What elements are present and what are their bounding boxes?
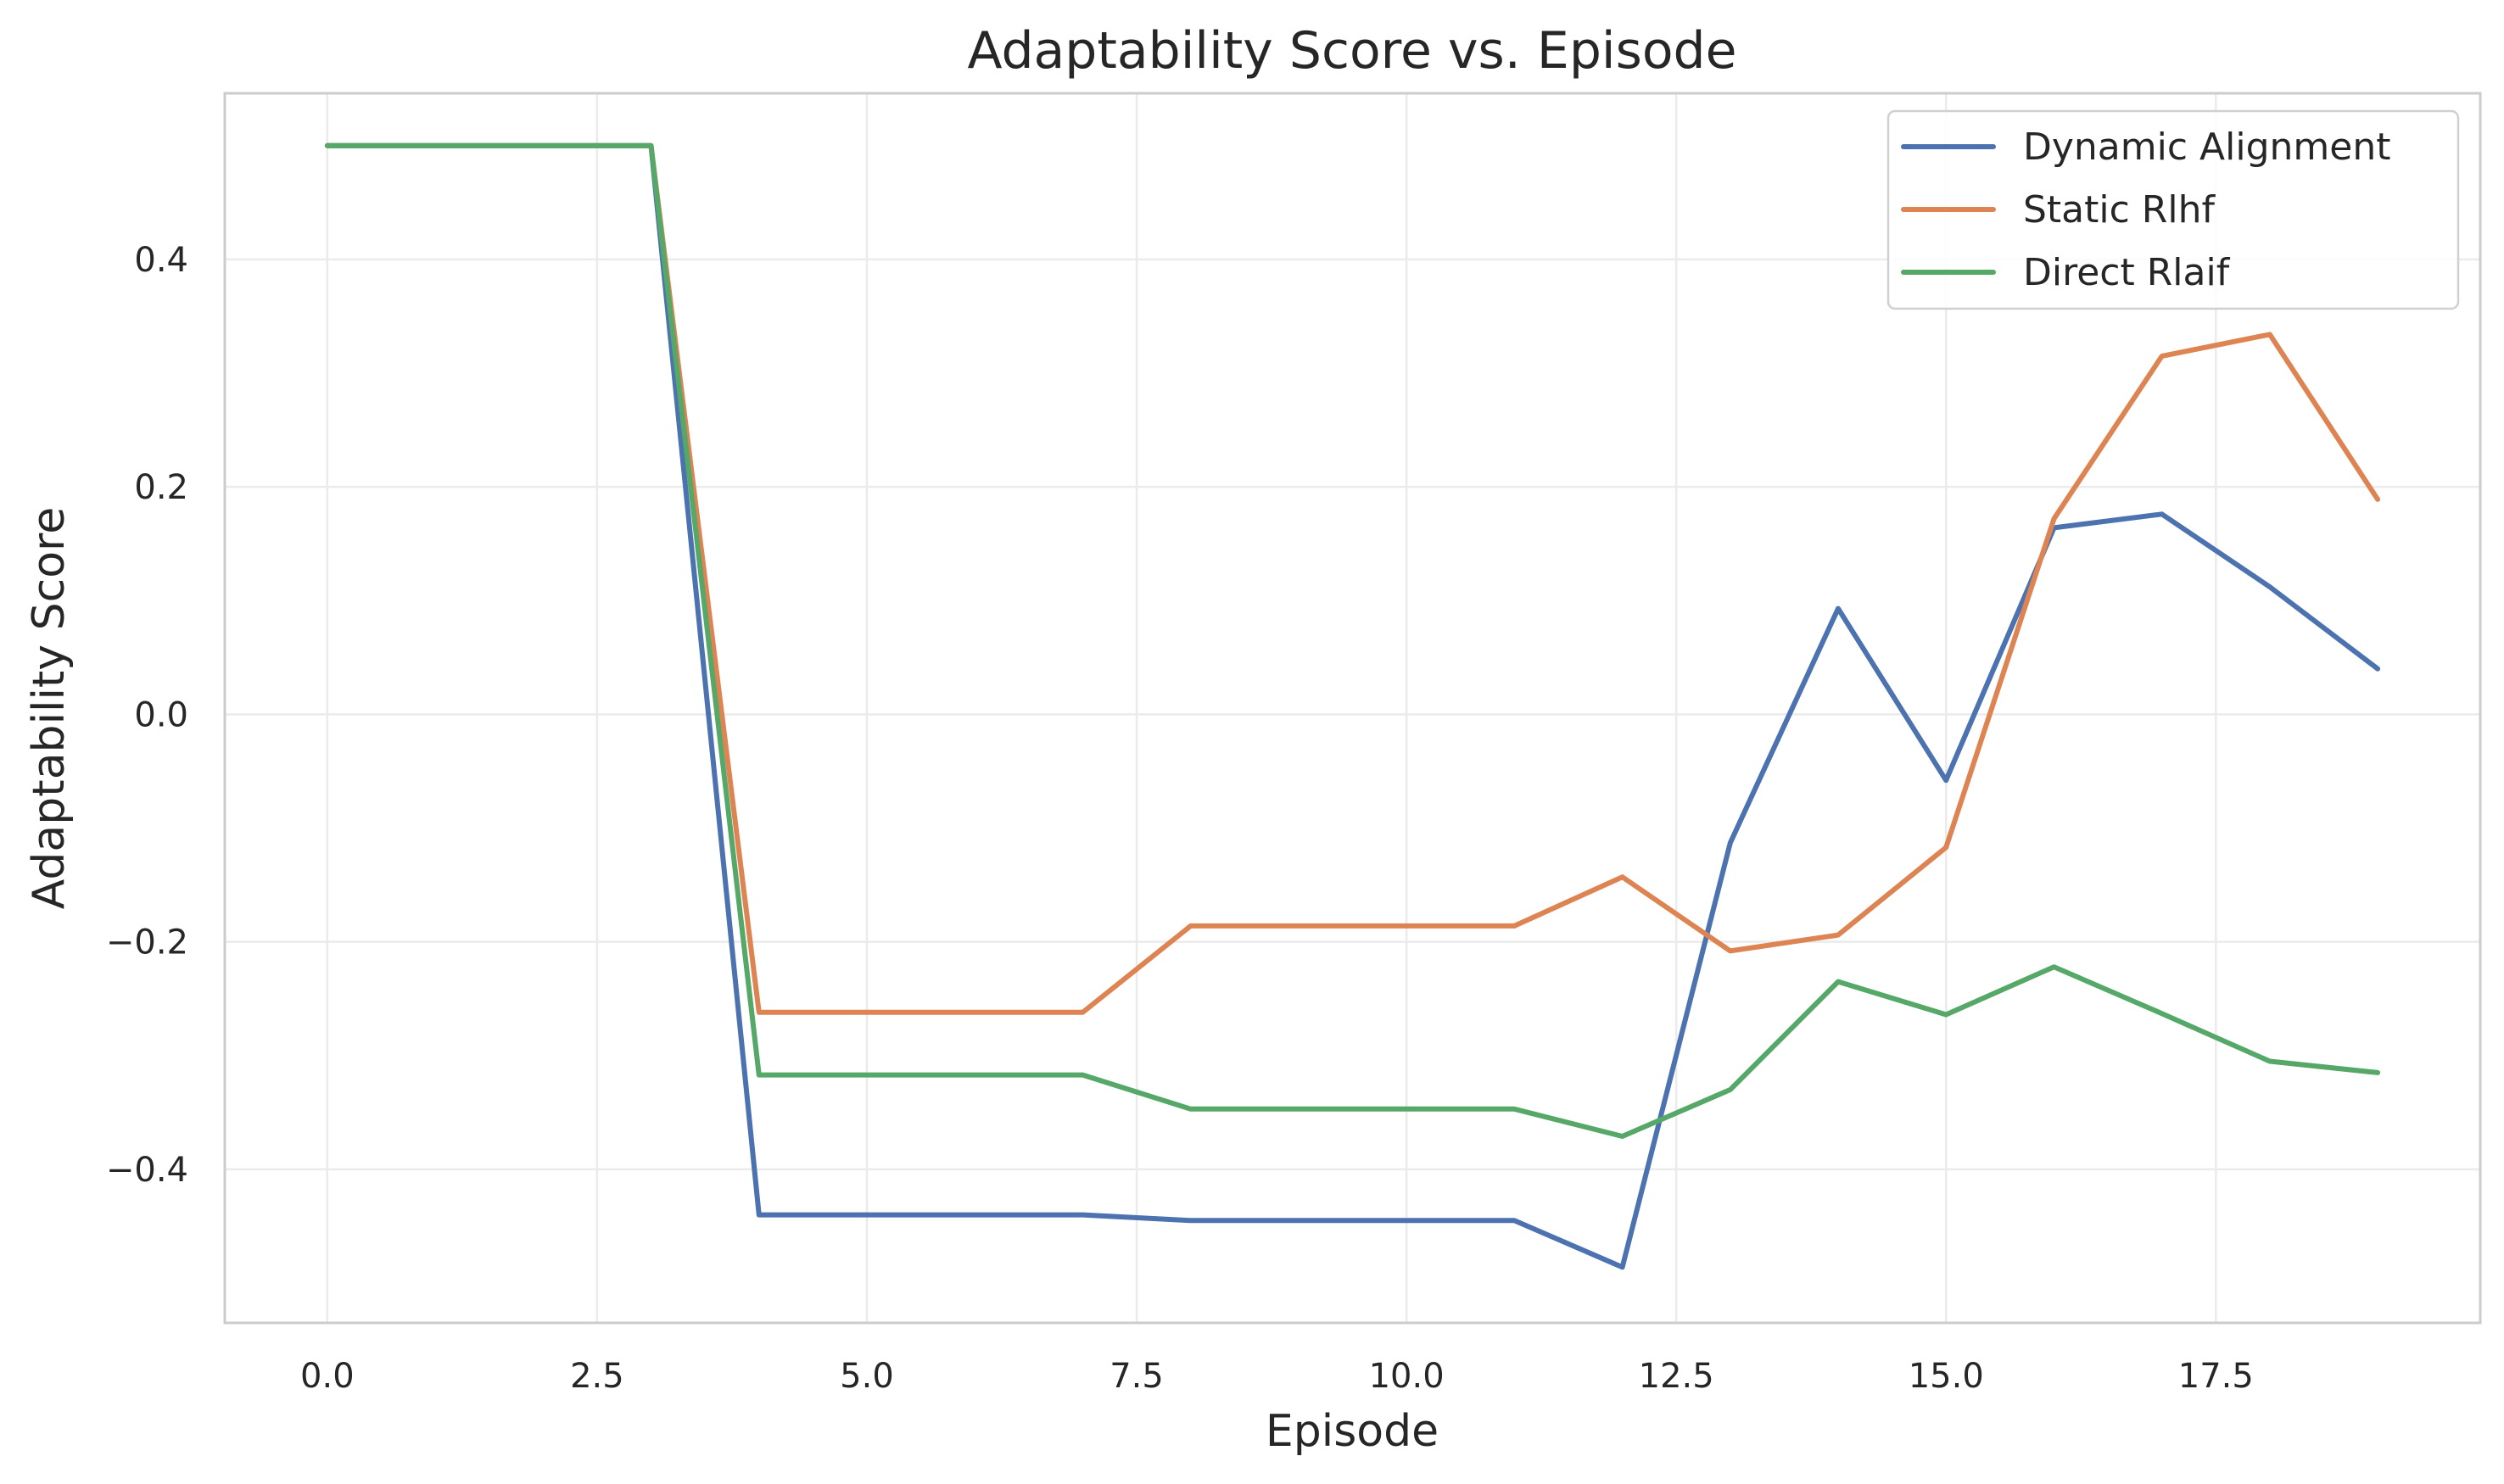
x-tick-label: 17.5	[2178, 1357, 2254, 1396]
legend-label: Static Rlhf	[2023, 188, 2216, 232]
y-tick-label: 0.0	[134, 695, 188, 734]
x-tick-label: 15.0	[1909, 1357, 1984, 1396]
plot-frame	[223, 92, 2482, 1325]
legend-label: Dynamic Alignment	[2023, 126, 2390, 169]
x-tick-label: 0.0	[300, 1357, 355, 1396]
legend: Dynamic Alignment Static Rlhf Direct Rlaif	[1886, 109, 2460, 310]
series-line-direct-rlaif	[324, 142, 2381, 1139]
y-tick-label: −0.2	[106, 923, 188, 962]
x-tick-label: 10.0	[1369, 1357, 1445, 1396]
legend-box	[1886, 109, 2460, 310]
grid	[225, 93, 2480, 1323]
x-tick-label: 5.0	[840, 1357, 894, 1396]
y-axis-title: Adaptability Score	[24, 507, 75, 909]
x-axis-title: Episode	[1266, 1406, 1439, 1457]
x-tick-label: 12.5	[1639, 1357, 1714, 1396]
y-tick-label: −0.4	[106, 1151, 188, 1190]
legend-label: Direct Rlaif	[2023, 251, 2231, 294]
x-axis-ticks: 0.0 2.5 5.0 7.5 10.0 12.5 15.0 17.5	[300, 1357, 2254, 1396]
chart-title: Adaptability Score vs. Episode	[967, 21, 1736, 81]
y-axis-ticks: −0.4 −0.2 0.0 0.2 0.4	[106, 241, 188, 1190]
x-tick-label: 2.5	[570, 1357, 624, 1396]
series-lines	[324, 142, 2381, 1270]
y-tick-label: 0.2	[134, 468, 188, 507]
x-tick-label: 7.5	[1109, 1357, 1164, 1396]
y-tick-label: 0.4	[134, 241, 188, 280]
